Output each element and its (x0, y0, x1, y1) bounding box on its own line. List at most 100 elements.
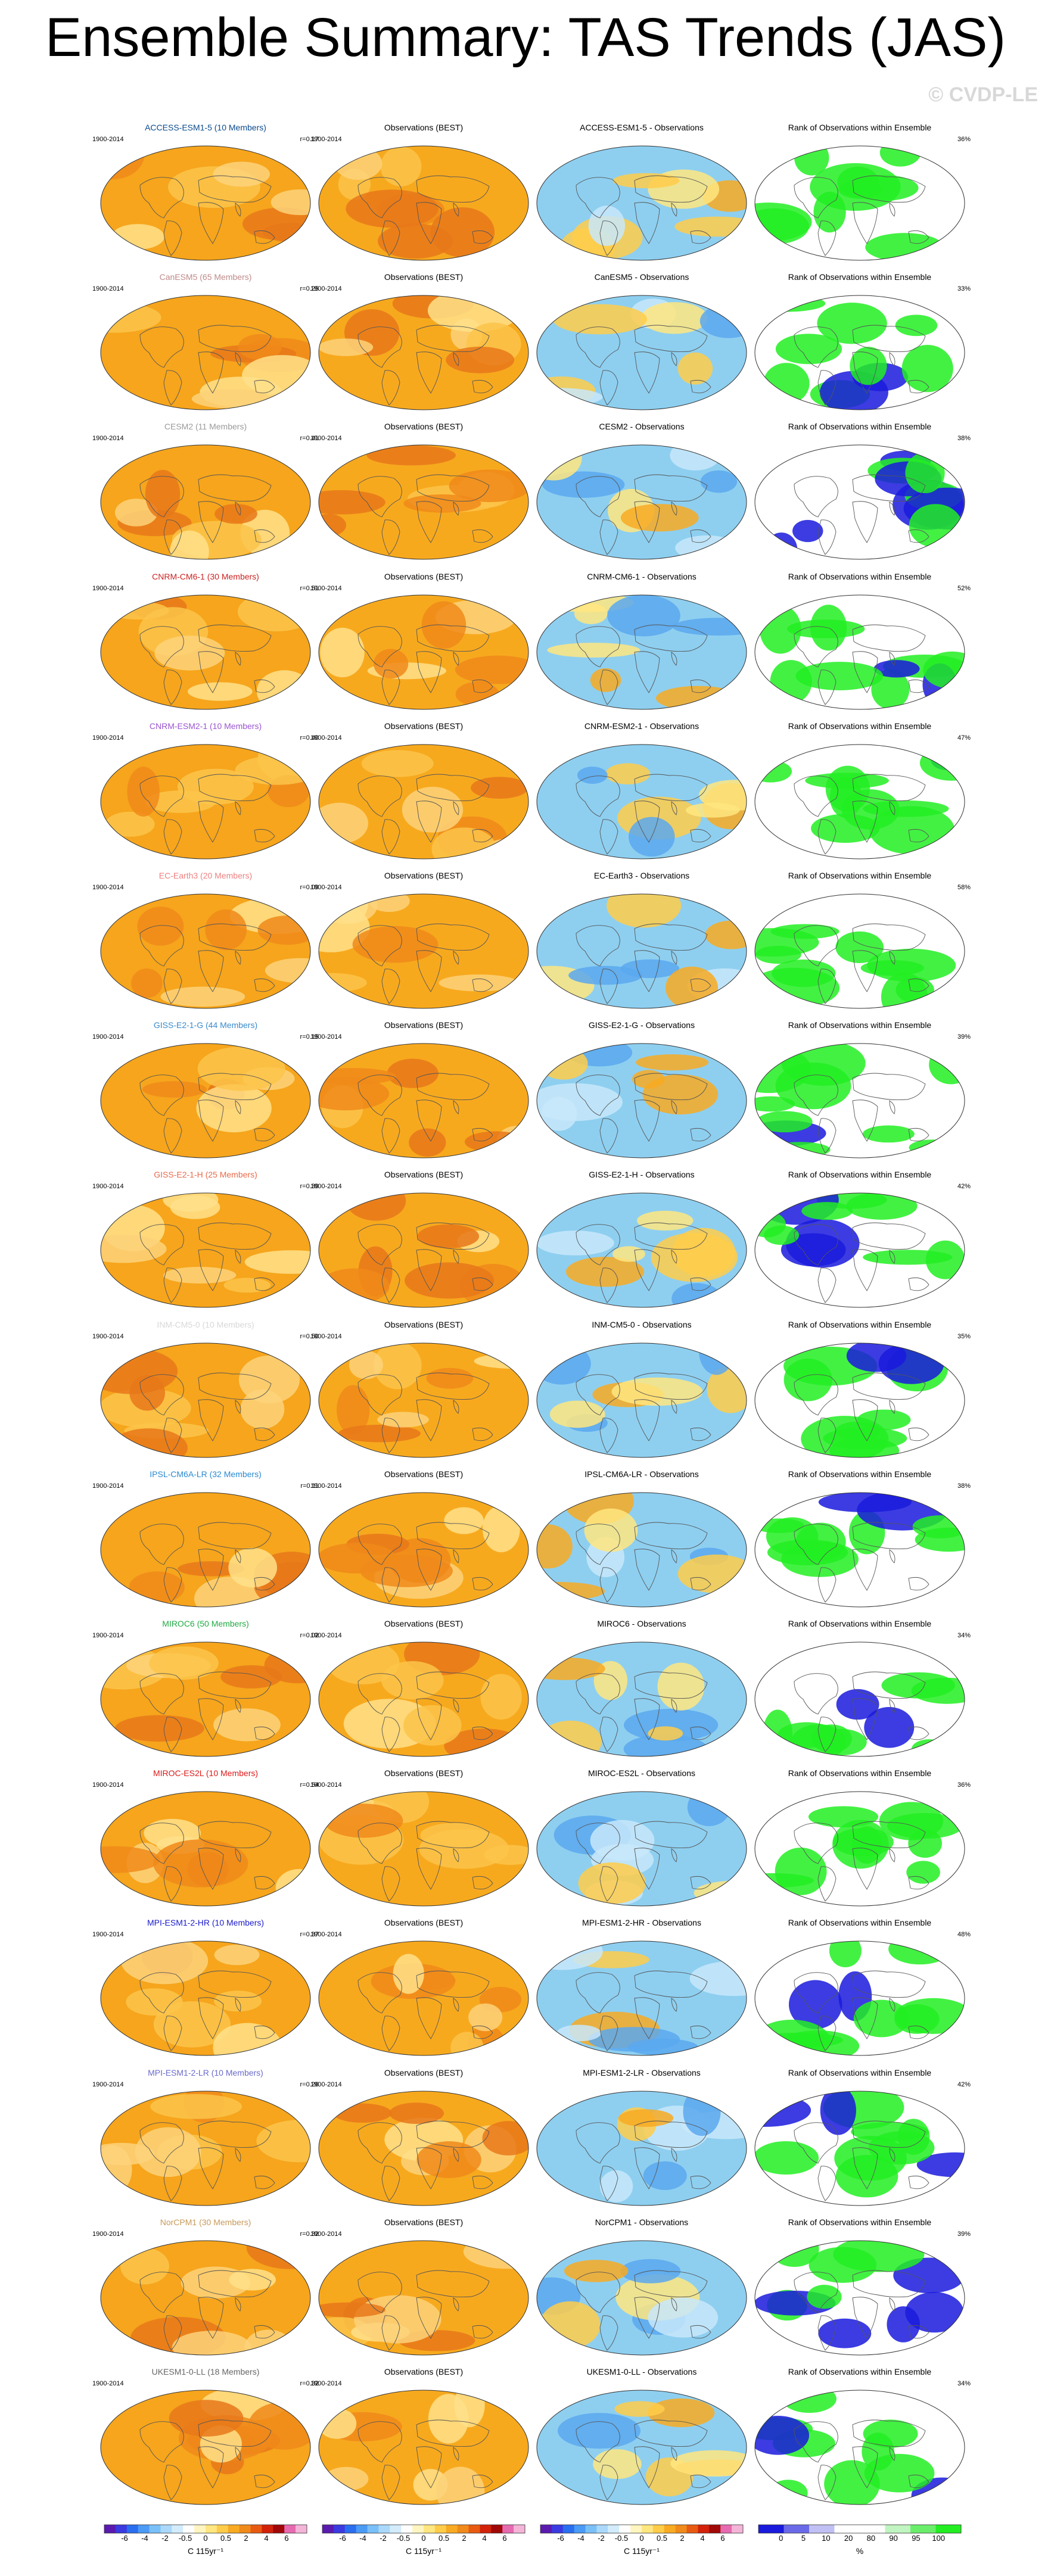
panel-row: MPI-ESM1-2-HR (10 Members) 1900-2014 r=0.3… (0, 1917, 1051, 2067)
difference-panel: IPSL-CM6A-LR - Observations (534, 1469, 749, 1618)
global-map (100, 1641, 311, 1757)
colorbar-tick: 0 (421, 2534, 426, 2543)
ensemble-mean-panel: CESM2 (11 Members) 1900-2014 r=0.41 (92, 421, 319, 571)
observations-panel: Observations (BEST) 1900-2014 (310, 721, 531, 870)
colorbar-difference: -6 -4 -2 -0.5 0 0.5 2 4 6 C 115yr⁻¹ (534, 2524, 749, 2560)
difference-panel: CESM2 - Observations (534, 421, 749, 571)
global-map (100, 295, 311, 410)
global-map (318, 893, 529, 1009)
panel-row: CNRM-CM6-1 (30 Members) 1900-2014 r=0.51 Ob… (0, 571, 1051, 721)
panel-row: ACCESS-ESM1-5 (10 Members) 1900-2014 r=0.1… (0, 122, 1051, 272)
period-label: 1900-2014 (310, 1332, 342, 1340)
period-label: 1900-2014 (310, 734, 342, 742)
panel-title: INM-CM5-0 (10 Members) (157, 1319, 254, 1329)
panel-title: Observations (BEST) (384, 871, 464, 880)
global-map (754, 295, 965, 410)
global-map (318, 744, 529, 859)
colorbar-swatch (457, 2525, 469, 2533)
ensemble-mean-panel: CanESM5 (65 Members) 1900-2014 r=0.25 (92, 272, 319, 421)
rank-percent: 42% (957, 2080, 971, 2088)
global-map (536, 744, 747, 859)
colorbar-swatch (809, 2525, 835, 2533)
period-label: 1900-2014 (310, 435, 342, 443)
panel-row: NorCPM1 (30 Members) 1900-2014 r=0.32 Obser… (0, 2217, 1051, 2366)
pattern-correlation: r=0.32 (300, 2230, 319, 2238)
pattern-correlation: r=0.39 (300, 1183, 319, 1191)
global-map (536, 1043, 747, 1158)
global-map (318, 2390, 529, 2505)
colorbar-tick: -6 (121, 2534, 128, 2543)
global-map (318, 1940, 529, 2056)
panel-title: Rank of Observations within Ensemble (788, 272, 932, 282)
colorbar-unit: C 115yr⁻¹ (405, 2546, 442, 2556)
global-map (754, 2240, 965, 2356)
colorbar-tick: 2 (462, 2534, 467, 2543)
global-map (754, 444, 965, 560)
global-map (754, 1342, 965, 1458)
colorbar-swatch (446, 2525, 458, 2533)
colorbar-swatch (273, 2525, 285, 2533)
panel-row: GISS-E2-1-H (25 Members) 1900-2014 r=0.39 O… (0, 1169, 1051, 1319)
rank-percent: 47% (957, 734, 971, 742)
panel-title: MPI-ESM1-2-HR (10 Members) (147, 1918, 265, 1928)
observations-panel: Observations (BEST) 1900-2014 (310, 571, 531, 721)
panel-title: Observations (BEST) (384, 1619, 464, 1628)
period-label: 1900-2014 (92, 2230, 124, 2238)
panel-row: IPSL-CM6A-LR (32 Members) 1900-2014 r=0.11… (0, 1469, 1051, 1618)
colorbar-swatch (262, 2525, 273, 2533)
colorbar-tick: -0.5 (396, 2534, 411, 2543)
colorbar-tick: -2 (598, 2534, 605, 2543)
colorbar-swatch (216, 2525, 229, 2533)
rank-panel: Rank of Observations within Ensemble 39% (753, 1020, 971, 1169)
panel-title: Rank of Observations within Ensemble (788, 871, 932, 880)
observations-panel: Observations (BEST) 1900-2014 (310, 122, 531, 272)
ensemble-mean-panel: MPI-ESM1-2-LR (10 Members) 1900-2014 r=0.2… (92, 2067, 319, 2217)
panel-row: MPI-ESM1-2-LR (10 Members) 1900-2014 r=0.2… (0, 2067, 1051, 2217)
pattern-correlation: r=0.50 (300, 1332, 319, 1340)
global-map (318, 1641, 529, 1757)
observations-panel: Observations (BEST) 1900-2014 (310, 1469, 531, 1618)
panel-title: Observations (BEST) (384, 422, 464, 432)
global-map (318, 1192, 529, 1308)
panel-title: MIROC-ES2L (10 Members) (153, 1768, 259, 1778)
colorbar-tick: 0.5 (220, 2534, 232, 2543)
colorbar-tick: 5 (801, 2534, 806, 2543)
panel-title: GISS-E2-1-H - Observations (589, 1170, 695, 1180)
panel-title: Rank of Observations within Ensemble (788, 1469, 932, 1479)
colorbar-swatch (333, 2525, 346, 2533)
period-label: 1900-2014 (310, 285, 342, 293)
global-map (100, 145, 311, 261)
period-label: 1900-2014 (310, 584, 342, 592)
global-map (754, 1192, 965, 1308)
colorbar-tick: 2 (680, 2534, 685, 2543)
rank-percent: 52% (957, 584, 971, 592)
period-label: 1900-2014 (92, 1632, 124, 1639)
global-map (100, 1192, 311, 1308)
observations-panel: Observations (BEST) 1900-2014 (310, 1618, 531, 1768)
colorbar-swatch (698, 2525, 710, 2533)
panel-title: Observations (BEST) (384, 272, 464, 282)
colorbar-tick: 0 (203, 2534, 208, 2543)
period-label: 1900-2014 (92, 734, 124, 742)
global-map (100, 444, 311, 560)
colorbar-swatch (514, 2525, 526, 2533)
colorbar-swatch (935, 2525, 962, 2533)
ensemble-mean-panel: MPI-ESM1-2-HR (10 Members) 1900-2014 r=0.3… (92, 1917, 319, 2067)
period-label: 1900-2014 (310, 2080, 342, 2088)
global-map (318, 2091, 529, 2206)
rank-panel: Rank of Observations within Ensemble 38% (753, 1469, 971, 1618)
pattern-correlation: r=0.37 (300, 1931, 319, 1939)
global-map (754, 2390, 965, 2505)
period-label: 1900-2014 (310, 2380, 342, 2387)
period-label: 1900-2014 (92, 2380, 124, 2387)
colorbar-tick: -2 (380, 2534, 387, 2543)
colorbar-tick: 100 (932, 2534, 946, 2543)
difference-panel: UKESM1-0-LL - Observations (534, 2366, 749, 2516)
global-map (318, 594, 529, 710)
global-map (536, 594, 747, 710)
period-label: 1900-2014 (310, 884, 342, 891)
rank-panel: Rank of Observations within Ensemble 33% (753, 272, 971, 421)
panel-title: UKESM1-0-LL - Observations (586, 2367, 697, 2376)
colorbar-swatch (401, 2525, 413, 2533)
colorbar-ensemble: -6 -4 -2 -0.5 0 0.5 2 4 6 C 115yr⁻¹ (98, 2524, 313, 2560)
